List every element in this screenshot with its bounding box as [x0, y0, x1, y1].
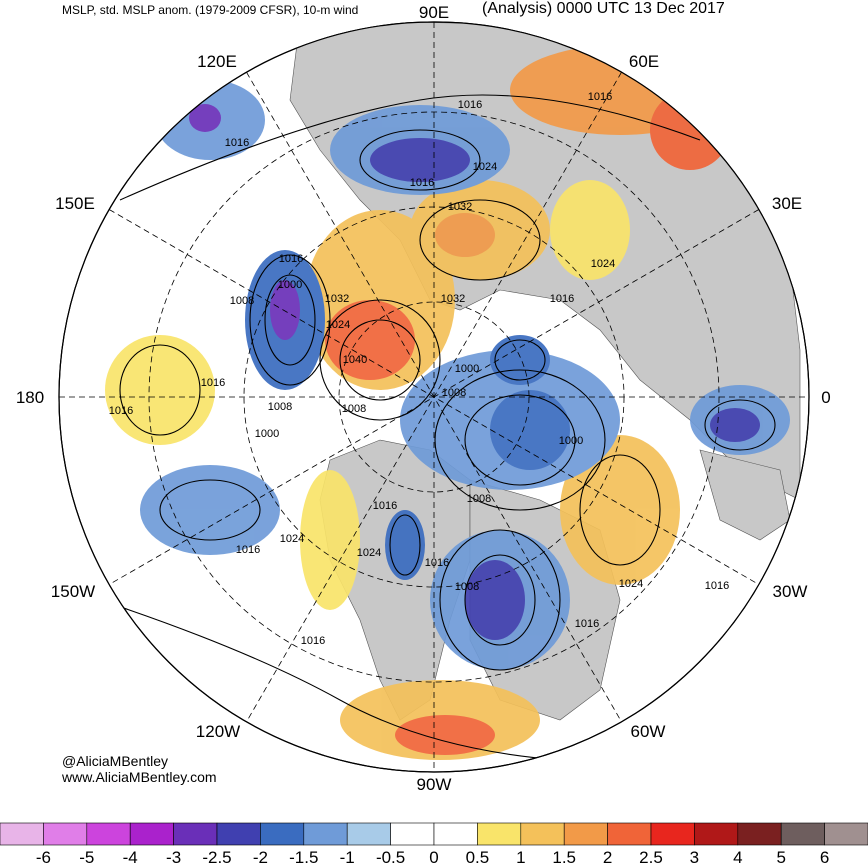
map-title-left: MSLP, std. MSLP anom. (1979-2009 CFSR), …	[62, 3, 359, 17]
colorbar-tick-label: 2.5	[639, 848, 663, 865]
colorbar-tick-label: -2	[253, 848, 268, 865]
lon-label-90w: 90W	[417, 775, 452, 794]
colorbar-swatch	[650, 822, 695, 846]
isobar-label: 1016	[301, 635, 325, 647]
isobar-label: 1000	[278, 279, 302, 291]
isobar-label: 1016	[225, 137, 249, 149]
lon-label-150e: 150E	[55, 194, 95, 213]
isobar-label: 1016	[410, 177, 434, 189]
colorbar-swatches	[0, 822, 868, 846]
isobar-label: 1040	[343, 354, 367, 366]
colorbar-swatch	[563, 822, 608, 846]
isobar-label: 1024	[280, 533, 304, 545]
isobar-label: 1024	[326, 319, 350, 331]
isobar-label: 1016	[550, 293, 574, 305]
isobar-label: 1008	[455, 581, 479, 593]
lon-label-30e: 30E	[772, 194, 802, 213]
colorbar-swatch	[607, 822, 652, 846]
isobar-label: 1008	[342, 403, 366, 415]
graticule	[59, 22, 809, 772]
isobar-label: 1024	[619, 578, 643, 590]
colorbar-tick-label: 4	[733, 848, 742, 865]
isobar-label: 1032	[441, 293, 465, 305]
isobar-label: 1016	[458, 99, 482, 111]
colorbar-swatch	[824, 822, 868, 846]
colorbar-tick-label: -6	[36, 848, 51, 865]
isobar-label: 1008	[467, 493, 491, 505]
colorbar-tick-label: 6	[820, 848, 829, 865]
colorbar-tick-label: -0.5	[376, 848, 405, 865]
isobar-label: 1032	[325, 293, 349, 305]
colorbar-swatch	[43, 822, 88, 846]
isobar-label: 1016	[373, 500, 397, 512]
colorbar-tick-label: -1.5	[289, 848, 318, 865]
colorbar-tick-label: 0	[429, 848, 438, 865]
colorbar-swatch	[303, 822, 348, 846]
colorbar-tick-label: -2.5	[202, 848, 231, 865]
credit-url: www.AliciaMBentley.com	[62, 769, 217, 785]
colorbar-tick-label: -1	[340, 848, 355, 865]
lon-label-90e: 90E	[419, 3, 449, 22]
colorbar-tick-label: 1	[516, 848, 525, 865]
colorbar-swatch	[260, 822, 305, 846]
colorbar-swatch	[216, 822, 261, 846]
isobar-label: 1016	[705, 580, 729, 592]
colorbar-ticks: -6 -5 -4 -3 -2.5 -2 -1.5 -1 -0.5 0 0.5 1 1.5 2 2.5 3 4 5 6	[36, 848, 829, 865]
isobar-label: 1024	[357, 547, 381, 559]
isobar-label: 1016	[588, 91, 612, 103]
polar-map: 90E 60E 30E 0 30W 60W 90W 120W 150W 180 …	[16, 3, 831, 794]
lon-label-150w: 150W	[51, 582, 95, 601]
colorbar-tick-label: 2	[603, 848, 612, 865]
isobar-label: 1016	[575, 618, 599, 630]
lon-label-180: 180	[16, 388, 44, 407]
colorbar-tick-label: -3	[166, 848, 181, 865]
colorbar-swatch	[477, 822, 522, 846]
isobar-label: 1008	[442, 387, 466, 399]
map-title-right: (Analysis) 0000 UTC 13 Dec 2017	[482, 0, 725, 17]
isobar-label: 1024	[591, 258, 615, 270]
longitude-labels: 90E 60E 30E 0 30W 60W 90W 120W 150W 180 …	[16, 3, 831, 794]
isobar-labels: 1016 1024 1016 1032 1024 1016 1016 1000 …	[109, 91, 729, 647]
isobar-label: 1000	[559, 435, 583, 447]
colorbar-swatch	[129, 822, 174, 846]
isobar-label: 1016	[425, 557, 449, 569]
colorbar-tick-label: -4	[123, 848, 138, 865]
colorbar-swatch	[173, 822, 218, 846]
colorbar-tick-label: 3	[690, 848, 699, 865]
isobar-label: 1008	[268, 401, 292, 413]
colorbar-tick-label: -5	[79, 848, 94, 865]
lon-label-60w: 60W	[631, 722, 666, 741]
isobar-label: 1016	[236, 544, 260, 556]
colorbar-tick-label: 0.5	[466, 848, 490, 865]
isobar-label: 1000	[455, 363, 479, 375]
colorbar-swatch	[520, 822, 565, 846]
colorbar-swatch	[390, 822, 435, 846]
isobar-label: 1016	[109, 405, 133, 417]
colorbar-tick-label: 5	[776, 848, 785, 865]
isobar-label: 1016	[201, 377, 225, 389]
lon-label-30w: 30W	[773, 582, 808, 601]
lon-label-120w: 120W	[196, 722, 240, 741]
colorbar-swatch	[346, 822, 391, 846]
colorbar-swatch	[694, 822, 739, 846]
credit-handle: @AliciaMBentley	[62, 753, 169, 769]
colorbar-swatch	[433, 822, 478, 846]
colorbar-swatch	[737, 822, 782, 846]
lon-label-60e: 60E	[629, 52, 659, 71]
isobar-label: 1000	[255, 428, 279, 440]
colorbar-swatch	[780, 822, 825, 846]
colorbar-swatch	[0, 822, 44, 846]
isobar-label: 1016	[279, 253, 303, 265]
isobar-layer	[99, 94, 776, 761]
colorbar-swatch	[86, 822, 131, 846]
lon-label-0: 0	[821, 388, 830, 407]
colorbar-tick-label: 1.5	[552, 848, 576, 865]
isobar-label: 1024	[473, 161, 497, 173]
isobar-label: 1032	[448, 201, 472, 213]
isobar-label: 1008	[230, 295, 254, 307]
lon-label-120e: 120E	[197, 52, 237, 71]
